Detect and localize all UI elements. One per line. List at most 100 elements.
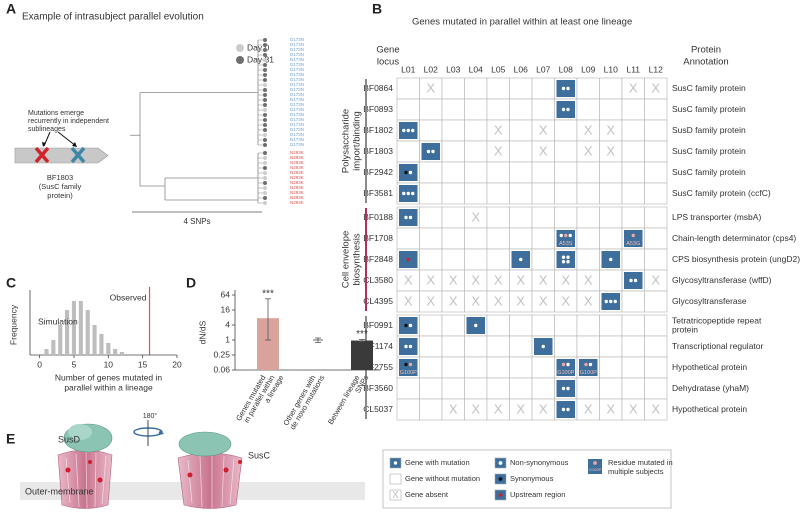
mutation-dot xyxy=(588,362,593,367)
x-tick-label: 20 xyxy=(172,359,182,369)
gene-absent: X xyxy=(606,401,615,416)
gene-absent: X xyxy=(539,293,548,308)
tip-label: D173N xyxy=(290,107,304,112)
cell xyxy=(441,227,465,250)
gene-label: protein) xyxy=(47,191,73,200)
gene-absent: X xyxy=(584,272,593,287)
gene-absent: X xyxy=(494,272,503,287)
cell xyxy=(419,356,443,379)
cell xyxy=(554,335,578,358)
cell xyxy=(486,77,510,100)
cell xyxy=(644,314,668,337)
cell xyxy=(396,77,420,100)
mutation-box xyxy=(399,317,418,334)
cell xyxy=(464,227,488,250)
tip-label: D173N xyxy=(290,42,304,47)
gene-locus: BF1708 xyxy=(363,233,393,243)
y-axis-label: Frequency xyxy=(8,304,18,345)
gene-absent: X xyxy=(494,143,503,158)
bar xyxy=(351,340,373,370)
tip-label: N293K xyxy=(290,180,304,185)
tip-dot xyxy=(263,181,267,185)
cell xyxy=(599,356,623,379)
y-tick-label: 0.06 xyxy=(213,364,230,374)
legend-example: G100P xyxy=(589,467,602,472)
mutation-dot xyxy=(559,233,563,238)
lineage-header: L02 xyxy=(424,64,438,74)
gene-absent: X xyxy=(584,293,593,308)
tip-label: D173N xyxy=(290,117,304,122)
legend-dot xyxy=(236,56,244,64)
cell xyxy=(599,377,623,400)
tip-dot xyxy=(263,118,267,122)
tip-label: N293K xyxy=(290,165,304,170)
cell xyxy=(509,140,533,163)
mutation-dot xyxy=(402,191,406,196)
column-header: locus xyxy=(377,57,399,68)
cell xyxy=(419,119,443,142)
group-label: biosynthesis xyxy=(352,233,363,286)
mutation-dot xyxy=(561,386,566,391)
cell xyxy=(644,140,668,163)
mutation-dot xyxy=(411,128,415,133)
gene-locus: BF3581 xyxy=(363,188,393,198)
cell xyxy=(509,314,533,337)
cell xyxy=(441,377,465,400)
cell xyxy=(644,356,668,379)
mutation-dot xyxy=(566,407,570,412)
cell xyxy=(464,140,488,163)
cell xyxy=(644,377,668,400)
lineage-header: L05 xyxy=(491,64,505,74)
protein-annotation: SusD family protein xyxy=(672,125,746,135)
tip-label: D173N xyxy=(290,142,304,147)
y-tick-label: 64 xyxy=(221,289,231,299)
mutation-dot xyxy=(609,257,613,262)
panel-label: D xyxy=(186,275,196,291)
mutation-dot xyxy=(519,257,523,262)
cell xyxy=(486,206,510,229)
cell xyxy=(396,140,420,163)
histogram-bar xyxy=(78,301,83,355)
mutation-dot xyxy=(408,323,413,328)
gene-locus: BF0991 xyxy=(363,320,393,330)
tip-label: D173N xyxy=(290,62,304,67)
tip-label: N293K xyxy=(290,195,304,200)
legend-label: Synonymous xyxy=(510,474,554,483)
legend-label: Residue mutated in xyxy=(608,458,673,467)
gene-absent: X xyxy=(539,401,548,416)
mutation-dot xyxy=(408,362,413,367)
cell xyxy=(599,314,623,337)
histogram-bar xyxy=(65,310,70,355)
gene-absent: X xyxy=(449,401,458,416)
protein-left xyxy=(57,423,113,509)
mutation-dot xyxy=(426,149,431,154)
mutation-box xyxy=(556,401,575,418)
cell xyxy=(599,182,623,205)
scale-label: 4 SNPs xyxy=(183,217,210,226)
lineage-header: L12 xyxy=(649,64,663,74)
protein-annotation: protein xyxy=(672,324,698,334)
group-label: import/binding xyxy=(352,111,363,171)
cell xyxy=(486,314,510,337)
tip-label: N293K xyxy=(290,190,304,195)
gene-absent: X xyxy=(561,272,570,287)
cell xyxy=(554,182,578,205)
gene-absent: X xyxy=(539,122,548,137)
histogram-bar xyxy=(106,343,111,355)
cell xyxy=(441,335,465,358)
legend-icon xyxy=(389,473,402,485)
cell xyxy=(464,119,488,142)
gene-absent: X xyxy=(471,401,480,416)
cell xyxy=(419,248,443,271)
cell xyxy=(531,98,555,121)
mutation-dot xyxy=(561,255,566,259)
protein-annotation: Hypothetical protein xyxy=(672,362,747,372)
cell xyxy=(644,398,668,421)
legend-dot xyxy=(498,461,503,465)
cell xyxy=(531,377,555,400)
gene-locus: BF0893 xyxy=(363,104,393,114)
tip-label: D173N xyxy=(290,102,304,107)
tip-dot xyxy=(263,166,267,170)
cell xyxy=(621,140,645,163)
cell xyxy=(464,356,488,379)
